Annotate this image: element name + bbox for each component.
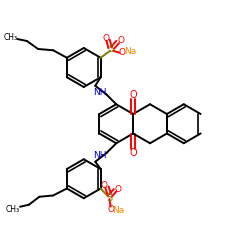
Text: O: O bbox=[102, 34, 109, 43]
Text: Na: Na bbox=[124, 48, 136, 56]
Text: Na: Na bbox=[112, 206, 124, 215]
Text: CH₃: CH₃ bbox=[3, 33, 18, 42]
Text: O: O bbox=[107, 205, 114, 214]
Text: O: O bbox=[100, 181, 107, 190]
Text: NH: NH bbox=[94, 151, 107, 160]
Text: S: S bbox=[107, 193, 113, 203]
Text: O: O bbox=[119, 48, 126, 57]
Text: O: O bbox=[117, 36, 124, 45]
Text: S: S bbox=[109, 44, 115, 54]
Text: O: O bbox=[129, 148, 137, 158]
Text: CH₃: CH₃ bbox=[6, 205, 20, 214]
Text: NH: NH bbox=[94, 88, 107, 96]
Text: O: O bbox=[115, 184, 122, 194]
Text: O: O bbox=[129, 90, 137, 100]
